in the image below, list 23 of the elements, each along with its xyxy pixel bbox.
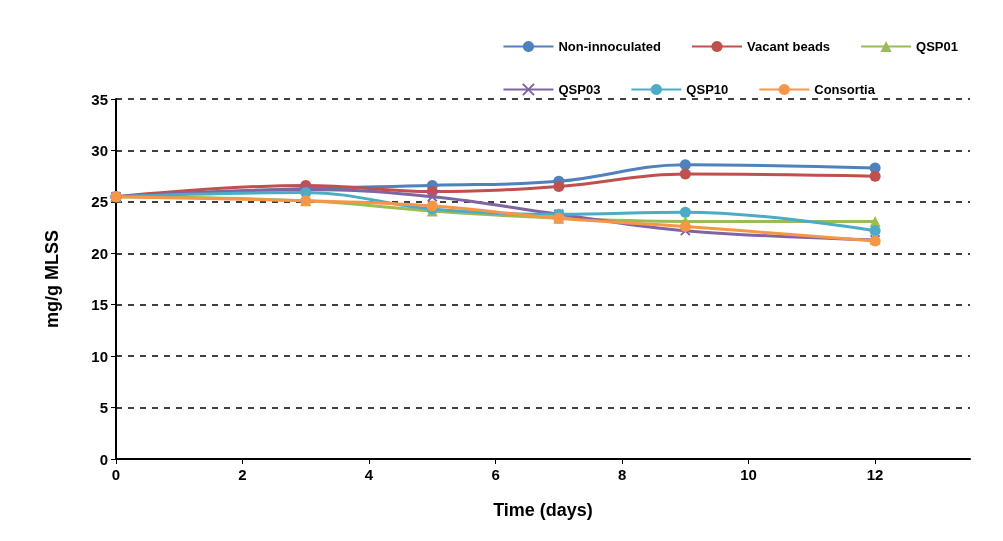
x-tick-label: 6 [491, 466, 500, 483]
legend-label: QSP03 [558, 82, 601, 97]
y-tick-label: 30 [91, 141, 108, 159]
y-tick-label: 20 [91, 244, 108, 262]
y-tick-label: 10 [91, 347, 108, 365]
y-tick-label: 15 [91, 296, 108, 314]
legend-label: Vacant beads [746, 39, 831, 54]
x-tick-label: 10 [740, 466, 757, 483]
x-tick-label: 4 [364, 466, 374, 483]
x-axis-title: Time (days) [493, 500, 593, 520]
x-tick-label: 8 [617, 466, 627, 483]
legend-label: Non-innoculated [558, 39, 662, 54]
y-tick-label: 35 [91, 90, 108, 108]
legend-label: QSP10 [686, 82, 729, 97]
x-tick-label: 0 [111, 466, 121, 483]
x-tick-label: 2 [238, 466, 247, 483]
y-tick-label: 0 [99, 450, 108, 468]
x-tick-label: 12 [866, 466, 884, 483]
legend-label: QSP01 [916, 39, 959, 54]
legend-label: Consortia [814, 82, 876, 97]
y-tick-label: 25 [91, 193, 108, 211]
y-axis-title: mg/g MLSS [42, 230, 62, 328]
y-tick-label: 5 [99, 399, 108, 417]
